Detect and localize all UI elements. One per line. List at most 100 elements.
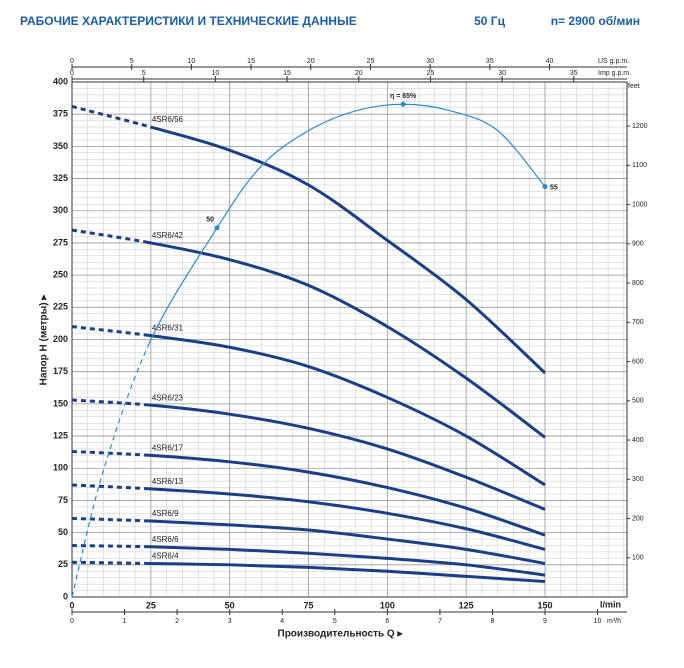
y2-tick-label: 100 xyxy=(632,555,644,562)
x2-unit: US g.p.m. xyxy=(598,58,629,65)
y2-tick-label: 1000 xyxy=(632,201,648,208)
curve-label: 4SR6/13 xyxy=(152,477,184,486)
y-tick-label: 125 xyxy=(53,430,68,440)
pump-curve xyxy=(71,560,546,584)
y-tick-label: 375 xyxy=(53,109,68,119)
x2-tick-label: 30 xyxy=(426,58,434,65)
x-tick-label: 100 xyxy=(380,600,395,610)
x3-tick-label: 0 xyxy=(70,70,74,77)
y-tick-label: 350 xyxy=(53,141,68,151)
x3-tick-label: 5 xyxy=(142,70,146,77)
x3-unit: Imp g.p.m. xyxy=(598,70,631,77)
x-tick-label: 25 xyxy=(146,600,156,610)
x4-tick-label: 7 xyxy=(438,618,442,625)
curve-label: 4SR6/17 xyxy=(152,443,184,452)
y2-tick-label: 200 xyxy=(632,515,644,522)
curve-label: 4SR6/31 xyxy=(152,324,184,333)
chart-title: РАБОЧИЕ ХАРАКТЕРИСТИКИ И ТЕХНИЧЕСКИЕ ДАН… xyxy=(20,14,357,28)
speed: n= 2900 об/мин xyxy=(551,14,640,28)
y2-tick-label: 1100 xyxy=(632,162,647,169)
x2-tick-label: 0 xyxy=(70,58,74,65)
x2-tick-label: 10 xyxy=(187,58,195,65)
y2-tick-label: 900 xyxy=(632,241,644,248)
y2-tick-label: 500 xyxy=(632,398,644,405)
x2-tick-label: 25 xyxy=(367,58,375,65)
pump-curve xyxy=(71,325,546,487)
curve-label: 4SR6/23 xyxy=(152,393,184,402)
x3-tick-label: 25 xyxy=(427,70,435,77)
y-axis-label: Напор H (метры) ▸ xyxy=(39,294,50,386)
x-tick-label: 0 xyxy=(69,600,74,610)
x4-tick-label: 2 xyxy=(175,618,179,625)
x2-tick-label: 15 xyxy=(247,58,255,65)
x2-tick-label: 5 xyxy=(130,58,134,65)
x4-tick-label: 9 xyxy=(543,618,547,625)
pump-curve xyxy=(71,228,546,439)
plot-frame xyxy=(71,81,628,598)
pump-curve xyxy=(71,544,546,577)
x2-tick-label: 35 xyxy=(486,58,494,65)
y-tick-label: 0 xyxy=(63,591,68,601)
x3-tick-label: 20 xyxy=(355,70,363,77)
x-tick-label: 150 xyxy=(537,600,552,610)
y-tick-label: 225 xyxy=(53,302,68,312)
efficiency-point xyxy=(214,225,220,231)
curve-label: 4SR6/6 xyxy=(152,535,179,544)
pump-curve xyxy=(71,450,546,537)
efficiency-point xyxy=(542,184,548,190)
y2-unit: feet xyxy=(628,83,640,90)
x-unit: l/min xyxy=(600,599,621,609)
x4-tick-label: 4 xyxy=(280,618,284,625)
x2-tick-label: 40 xyxy=(546,58,554,65)
y2-tick-label: 1200 xyxy=(632,123,648,130)
y-tick-label: 150 xyxy=(53,398,68,408)
x4-tick-label: 10 xyxy=(594,618,602,625)
x3-tick-label: 15 xyxy=(283,70,291,77)
y2-tick-label: 300 xyxy=(632,476,644,483)
efficiency-label: 55 xyxy=(550,184,558,191)
x3-tick-label: 10 xyxy=(211,70,219,77)
efficiency-curve xyxy=(71,103,546,598)
frequency: 50 Гц xyxy=(474,14,505,28)
pump-curve xyxy=(71,105,547,375)
y-tick-label: 75 xyxy=(58,495,68,505)
x4-unit: m³/h xyxy=(607,618,621,625)
efficiency-label: 50 xyxy=(206,217,214,224)
curve-label: 4SR6/42 xyxy=(152,231,184,240)
y-tick-label: 250 xyxy=(53,270,68,280)
x-tick-label: 125 xyxy=(459,600,474,610)
y-tick-label: 400 xyxy=(53,76,68,86)
curve-label: 4SR6/56 xyxy=(152,115,184,124)
y-tick-label: 25 xyxy=(58,559,68,569)
curve-label: 4SR6/9 xyxy=(152,509,179,518)
y-tick-label: 275 xyxy=(53,237,68,247)
x4-tick-label: 5 xyxy=(333,618,337,625)
x-tick-label: 75 xyxy=(303,600,313,610)
x2-tick-label: 20 xyxy=(307,58,315,65)
x3-tick-label: 35 xyxy=(570,70,578,77)
y-tick-label: 100 xyxy=(53,463,68,473)
y2-tick-label: 600 xyxy=(632,358,644,365)
y2-tick-label: 700 xyxy=(632,319,644,326)
pump-curve xyxy=(71,398,546,511)
x4-tick-label: 3 xyxy=(228,618,232,625)
y2-tick-label: 800 xyxy=(632,280,644,287)
curve-label: 4SR6/4 xyxy=(152,552,179,561)
x4-tick-label: 6 xyxy=(385,618,389,625)
pump-curve xyxy=(71,483,546,551)
y-tick-label: 175 xyxy=(53,366,68,376)
y-tick-label: 50 xyxy=(58,527,68,537)
x-axis-label: Производительность Q ▸ xyxy=(278,629,404,640)
y2-tick-label: 400 xyxy=(632,437,644,444)
y-tick-label: 200 xyxy=(53,334,68,344)
y-tick-label: 325 xyxy=(53,173,68,183)
efficiency-label: η = 65% xyxy=(390,93,417,100)
x4-tick-label: 8 xyxy=(491,618,495,625)
x4-tick-label: 1 xyxy=(123,618,127,625)
efficiency-point xyxy=(400,101,406,107)
y-tick-label: 300 xyxy=(53,205,68,215)
x3-tick-label: 30 xyxy=(498,70,506,77)
pump-curve xyxy=(71,516,546,566)
x4-tick-label: 0 xyxy=(70,618,74,625)
